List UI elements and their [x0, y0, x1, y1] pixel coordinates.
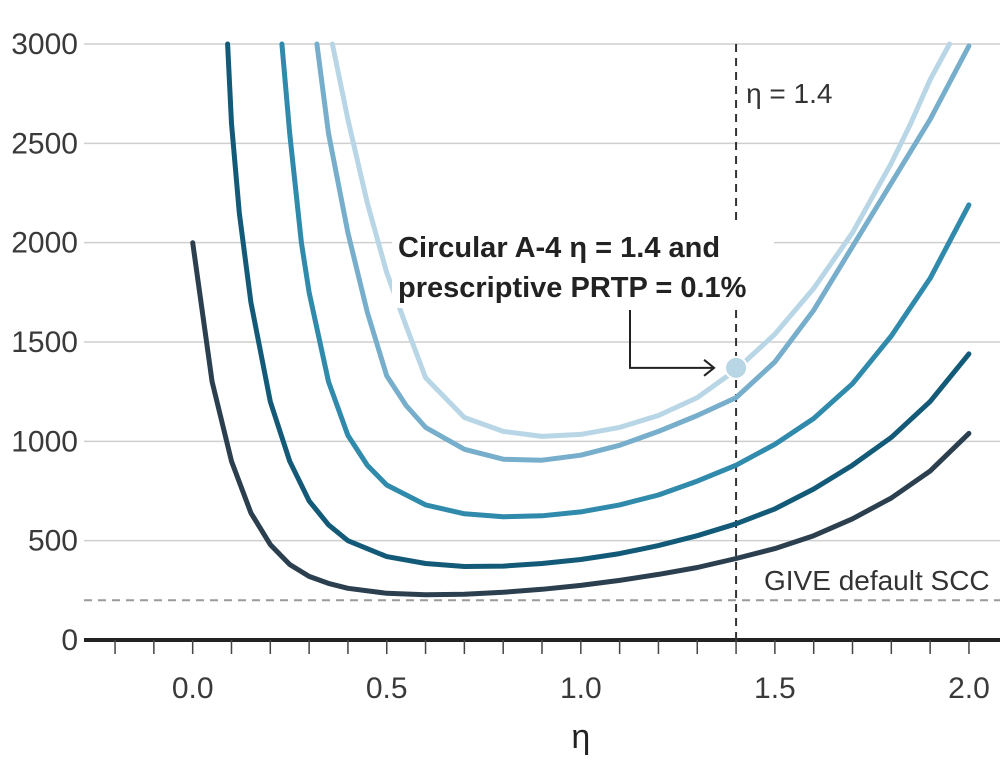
series-line-2: [225, 41, 972, 569]
annotation-group: Circular A-4 η = 1.4 and prescriptive PR…: [392, 222, 774, 377]
x-tick-label: 0.5: [366, 672, 408, 705]
series-line-3: [279, 41, 972, 520]
x-tick-label: 2.0: [948, 672, 990, 705]
y-tick-labels: 0 500 1000 1500 2000 2500 3000: [11, 28, 78, 657]
annotation-background: [392, 222, 774, 308]
series-lines: [190, 41, 972, 598]
y-tick-label: 2000: [11, 227, 78, 260]
x-axis-title: η: [571, 718, 590, 756]
highlight-point: [724, 355, 749, 380]
y-tick-label: 2500: [11, 127, 78, 160]
annotation-line-2: prescriptive PRTP = 0.1%: [398, 272, 747, 304]
gridlines: [84, 43, 1000, 542]
x-axis: [84, 638, 1000, 654]
x-tick-label: 1.0: [560, 672, 602, 705]
x-tick-labels: 0.0 0.5 1.0 1.5 2.0: [172, 672, 990, 705]
reference-line-label: GIVE default SCC: [764, 565, 990, 596]
vertical-line-label-background: [742, 72, 847, 112]
y-tick-label: 0: [61, 624, 78, 657]
y-tick-label: 3000: [11, 28, 78, 61]
y-tick-label: 1500: [11, 326, 78, 359]
y-tick-label: 1000: [11, 425, 78, 458]
series-line-4: [314, 41, 972, 463]
annotation-line-1: Circular A-4 η = 1.4 and: [398, 232, 720, 264]
x-tick-label: 0.0: [172, 672, 214, 705]
annotation-arrow: [629, 310, 715, 369]
y-tick-label: 500: [28, 525, 78, 558]
reference-line-label-background: [756, 562, 1000, 596]
x-tick-label: 1.5: [754, 672, 796, 705]
series-line-1: [190, 240, 972, 598]
annotation-arrowhead: [703, 359, 716, 377]
vertical-line-label: η = 1.4: [746, 78, 832, 109]
